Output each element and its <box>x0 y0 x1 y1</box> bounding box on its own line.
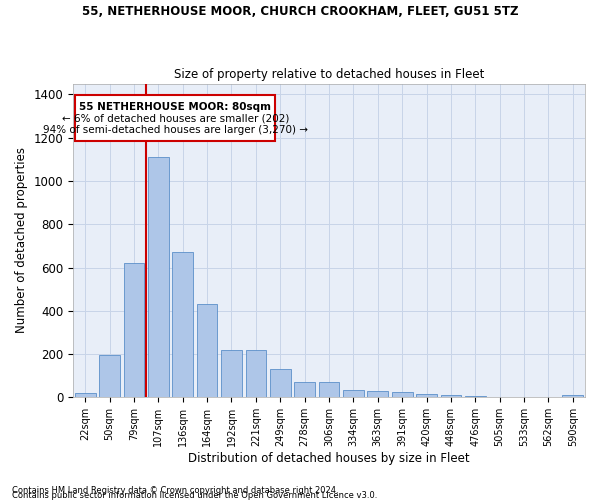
Text: 55 NETHERHOUSE MOOR: 80sqm: 55 NETHERHOUSE MOOR: 80sqm <box>79 102 271 112</box>
Bar <box>124 263 145 398</box>
Bar <box>172 252 193 398</box>
Bar <box>148 157 169 398</box>
Bar <box>465 396 485 398</box>
Bar <box>99 355 120 398</box>
Bar <box>245 350 266 398</box>
Bar <box>392 392 413 398</box>
Title: Size of property relative to detached houses in Fleet: Size of property relative to detached ho… <box>174 68 484 81</box>
Text: 55, NETHERHOUSE MOOR, CHURCH CROOKHAM, FLEET, GU51 5TZ: 55, NETHERHOUSE MOOR, CHURCH CROOKHAM, F… <box>82 5 518 18</box>
Bar <box>294 382 315 398</box>
Bar <box>76 96 275 141</box>
Y-axis label: Number of detached properties: Number of detached properties <box>15 148 28 334</box>
Bar <box>270 369 290 398</box>
Bar <box>367 391 388 398</box>
Bar <box>562 394 583 398</box>
Text: 94% of semi-detached houses are larger (3,270) →: 94% of semi-detached houses are larger (… <box>43 124 308 134</box>
Text: Contains public sector information licensed under the Open Government Licence v3: Contains public sector information licen… <box>12 491 377 500</box>
Bar <box>416 394 437 398</box>
Bar <box>343 390 364 398</box>
Bar <box>75 393 95 398</box>
Text: ← 6% of detached houses are smaller (202): ← 6% of detached houses are smaller (202… <box>62 113 289 123</box>
Bar <box>440 395 461 398</box>
Bar <box>197 304 217 398</box>
Text: Contains HM Land Registry data © Crown copyright and database right 2024.: Contains HM Land Registry data © Crown c… <box>12 486 338 495</box>
Bar <box>221 350 242 398</box>
Bar <box>319 382 340 398</box>
X-axis label: Distribution of detached houses by size in Fleet: Distribution of detached houses by size … <box>188 452 470 465</box>
